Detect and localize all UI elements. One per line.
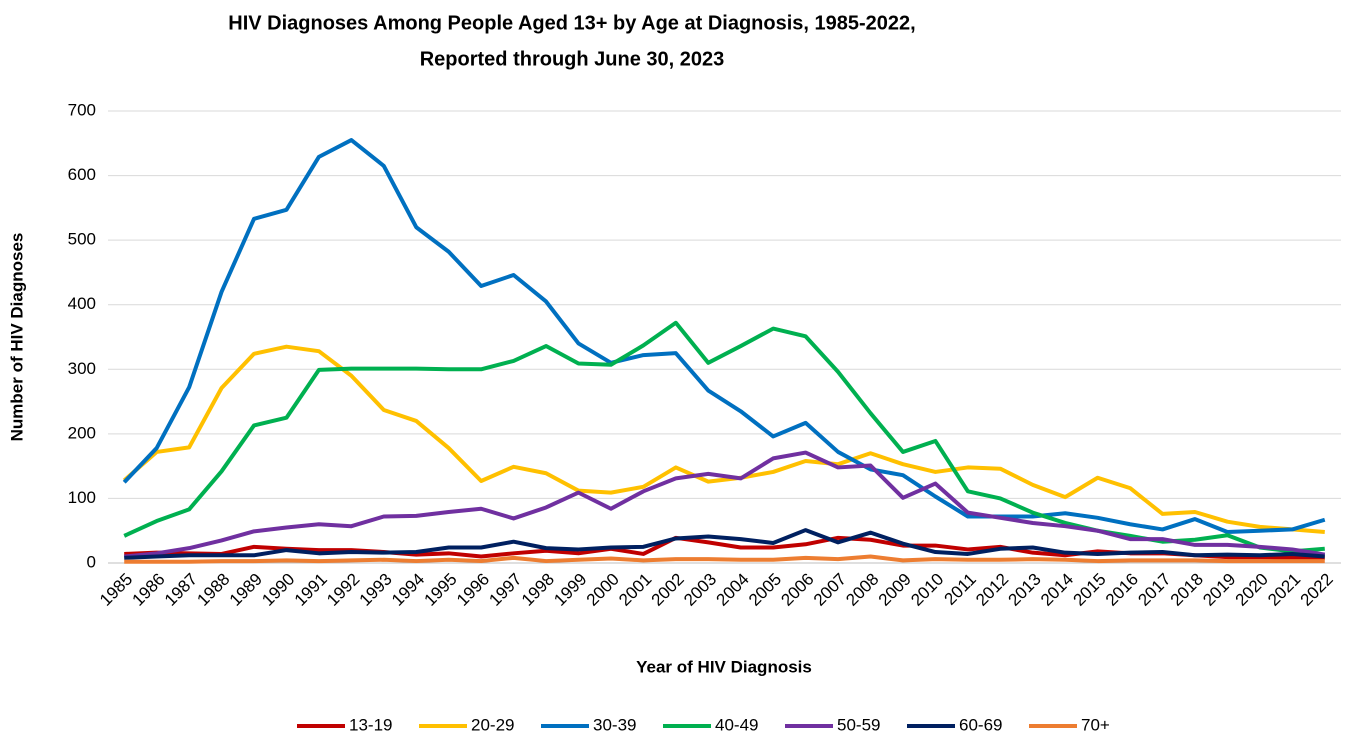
x-tick-label: 1987 xyxy=(161,570,201,610)
y-tick-label: 100 xyxy=(68,488,96,507)
x-tick-label: 2019 xyxy=(1199,570,1239,610)
x-tick-label: 2014 xyxy=(1037,570,1077,610)
legend-label: 60-69 xyxy=(959,715,1002,734)
x-tick-label: 2006 xyxy=(777,570,817,610)
x-tick-label: 2001 xyxy=(615,570,655,610)
x-tick-label: 1991 xyxy=(291,570,331,610)
x-tick-label: 1986 xyxy=(128,570,168,610)
legend-label: 13-19 xyxy=(349,715,392,734)
x-tick-label: 1994 xyxy=(388,570,428,610)
x-tick-label: 1989 xyxy=(226,570,266,610)
y-axis-title: Number of HIV Diagnoses xyxy=(7,233,26,442)
y-tick-label: 700 xyxy=(68,100,96,119)
x-tick-label: 2021 xyxy=(1264,570,1304,610)
series-line xyxy=(124,554,1325,564)
x-tick-label: 1993 xyxy=(356,570,396,610)
x-tick-label: 1995 xyxy=(421,570,461,610)
series-line xyxy=(122,344,1325,534)
series-line xyxy=(123,320,1325,554)
y-tick-label: 300 xyxy=(68,359,96,378)
x-tick-label: 2013 xyxy=(1005,570,1045,610)
x-tick-label: 2016 xyxy=(1102,570,1142,610)
y-tick-label: 400 xyxy=(68,294,96,313)
x-tick-label: 1985 xyxy=(96,570,136,610)
series-line xyxy=(124,528,1325,560)
legend-label: 70+ xyxy=(1081,715,1110,734)
x-tick-label: 1992 xyxy=(323,570,363,610)
x-tick-label: 2015 xyxy=(1069,570,1109,610)
x-tick-label: 2008 xyxy=(842,570,882,610)
x-tick-label: 2007 xyxy=(810,570,850,610)
x-tick-label: 2011 xyxy=(941,570,980,609)
x-tick-label: 2003 xyxy=(680,570,720,610)
chart-title: HIV Diagnoses Among People Aged 13+ by A… xyxy=(228,12,915,34)
x-tick-label: 2010 xyxy=(907,570,947,610)
x-tick-label: 2009 xyxy=(875,570,915,610)
x-tick-label: 1988 xyxy=(193,570,233,610)
y-tick-label: 600 xyxy=(68,165,96,184)
y-tick-label: 500 xyxy=(68,230,96,249)
x-tick-label: 1998 xyxy=(518,570,558,610)
legend-label: 50-59 xyxy=(837,715,880,734)
x-tick-label: 2002 xyxy=(648,570,688,610)
y-tick-label: 0 xyxy=(87,552,96,571)
legend-label: 20-29 xyxy=(471,715,514,734)
x-tick-label: 1997 xyxy=(485,570,525,610)
x-tick-label: 1999 xyxy=(550,570,590,610)
x-tick-label: 2012 xyxy=(972,570,1012,610)
legend-label: 40-49 xyxy=(715,715,758,734)
x-tick-label: 1990 xyxy=(258,570,298,610)
x-tick-label: 2000 xyxy=(583,570,623,610)
legend-label: 30-39 xyxy=(593,715,636,734)
x-tick-label: 2022 xyxy=(1297,570,1337,610)
x-axis-title: Year of HIV Diagnosis xyxy=(636,657,812,676)
x-tick-label: 2005 xyxy=(745,570,785,610)
x-tick-label: 1996 xyxy=(453,570,493,610)
chart-title: Reported through June 30, 2023 xyxy=(420,48,725,70)
x-tick-label: 2004 xyxy=(713,570,753,610)
x-tick-label: 2018 xyxy=(1167,570,1207,610)
x-tick-label: 2017 xyxy=(1134,570,1174,610)
y-tick-label: 200 xyxy=(68,423,96,442)
series-line xyxy=(122,138,1326,535)
x-tick-label: 2020 xyxy=(1232,570,1272,610)
series-line xyxy=(124,450,1326,559)
